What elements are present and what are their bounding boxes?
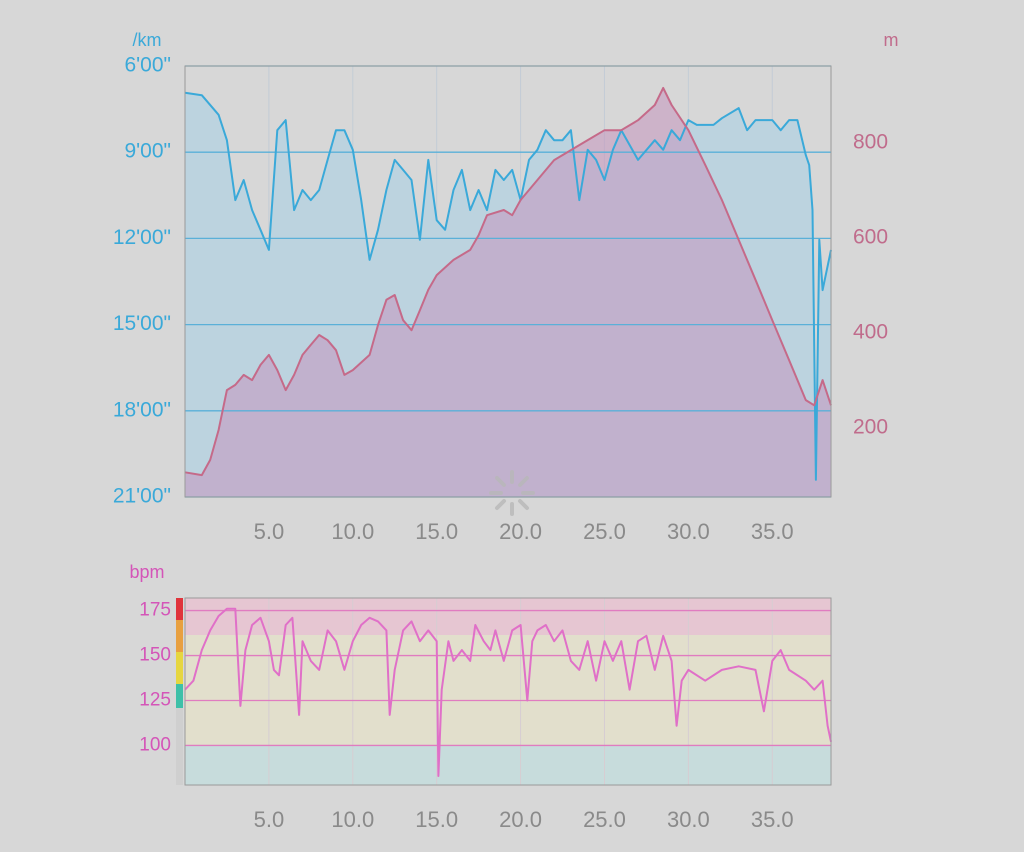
zone-marker [176,598,183,620]
x-tick-label: 30.0 [667,519,710,544]
plot-border [184,597,832,786]
y2-tick-label: 400 [853,321,888,344]
area [185,87,831,498]
y2-tick-label: 800 [853,131,888,154]
zone-band [185,635,831,745]
plot-border [184,65,832,498]
x-tick-label: 15.0 [415,807,458,832]
x-tick-label: 10.0 [331,807,374,832]
zone-band [185,598,831,635]
zone-marker [176,620,183,652]
y-axis-label: bpm [129,562,164,582]
zone-marker [176,708,183,785]
x-tick-label: 35.0 [751,807,794,832]
charts: 5.0 10.0 15.0 20.0 25.0 30.0 35.0 6'00" 9'00" 12'… [113,30,899,832]
x-tick-label: 20.0 [499,519,542,544]
line [184,86,832,477]
y-tick-label: 15'00" [113,312,171,335]
y-tick-label: 125 [139,690,171,711]
y2-axis-label: m [884,30,899,50]
y2-tick-label: 600 [853,226,888,249]
x-tick-label: 25.0 [583,807,626,832]
loading-spinner [489,470,535,516]
line [184,607,832,777]
y-tick-label: 9'00" [124,140,171,163]
y-tick-label: 150 [139,645,171,666]
y-axis-label: /km [133,30,162,50]
zone-marker [176,684,183,708]
x-tick-label: 5.0 [254,519,285,544]
y-tick-label: 175 [139,600,171,621]
x-tick-label: 30.0 [667,807,710,832]
y-tick-label: 12'00" [113,226,171,249]
x-tick-label: 25.0 [583,519,626,544]
x-tick-label: 35.0 [751,519,794,544]
y-tick-label: 100 [139,734,171,755]
zone-marker [176,652,183,684]
line [184,91,832,481]
y-tick-label: 6'00" [124,54,171,77]
x-tick-label: 15.0 [415,519,458,544]
x-tick-label: 20.0 [499,807,542,832]
x-tick-label: 10.0 [331,519,374,544]
y2-tick-label: 200 [853,416,888,439]
y-tick-label: 21'00" [113,485,171,508]
y-tick-label: 18'00" [113,398,171,421]
x-tick-label: 5.0 [254,807,285,832]
zone-band [185,745,831,785]
